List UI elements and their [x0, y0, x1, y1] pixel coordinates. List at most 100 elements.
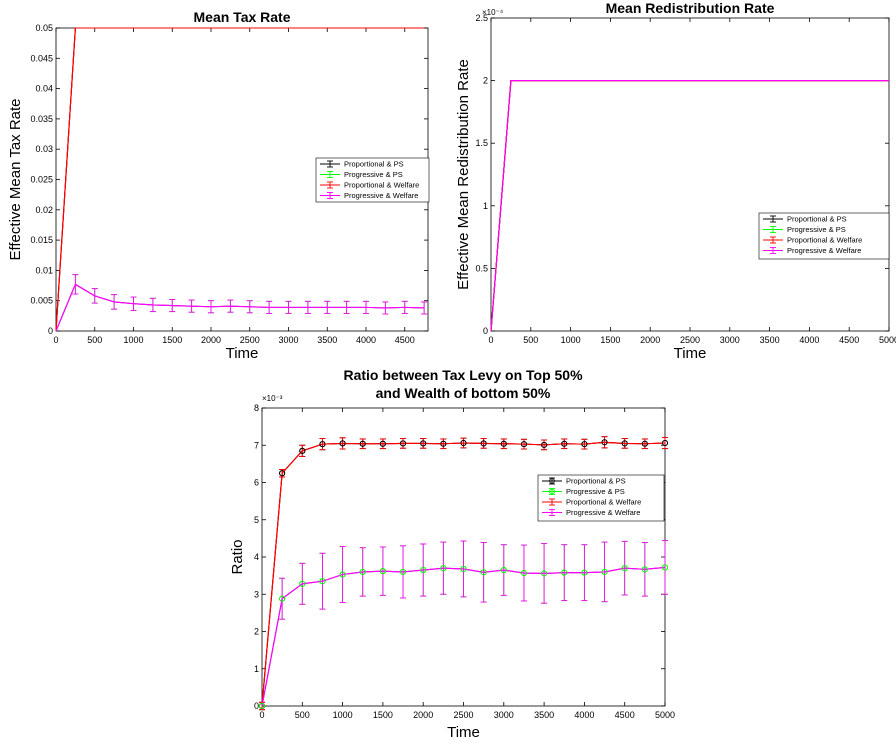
- chart-2-title-line2: and Wealth of bottom 50%: [376, 385, 551, 401]
- chart-2-series-0-point-overlay: [561, 440, 568, 447]
- chart-0-ylabel: Effective Mean Tax Rate: [7, 98, 24, 260]
- chart-1-series-2-line: [490, 80, 889, 332]
- chart-0-ytick-label: 0.02: [35, 205, 53, 215]
- chart-0-ytick-label: 0: [48, 326, 53, 336]
- chart-1-exponent: ×10⁻⁴: [482, 8, 504, 17]
- chart-2-ytick-label: 5: [254, 515, 259, 525]
- chart-1-legend-label: Progressive & Welfare: [787, 246, 861, 255]
- chart-1-ylabel: Effective Mean Redistribution Rate: [455, 59, 472, 290]
- chart-0-legend-label: Progressive & PS: [344, 170, 403, 179]
- chart-1-xtick-label: 1000: [561, 335, 581, 345]
- chart-1-ytick-label: 2: [483, 76, 488, 86]
- chart-1-xtick-label: 1500: [600, 335, 620, 345]
- chart-2-series-1-point-overlay: [460, 565, 467, 572]
- chart-2-series-1-point-overlay: [258, 702, 266, 710]
- chart-1-legend-box: [758, 212, 890, 260]
- chart-1-xtick-label: 5000: [879, 335, 896, 345]
- chart-2-ytick-label: 3: [254, 589, 259, 599]
- chart-2-series-0-point-overlay: [541, 441, 548, 448]
- chart-1-series-2-line-overlay: [490, 80, 889, 332]
- chart-2-series-0-point-overlay: [279, 470, 286, 477]
- chart-0-series-3-line-overlay: [55, 283, 425, 332]
- chart-2-xtick-label: 4000: [574, 710, 594, 720]
- chart-2-series-1-point-overlay: [480, 569, 487, 576]
- chart-2-series-1-point-overlay: [520, 569, 528, 577]
- chart-2-series-1-point-overlay: [299, 580, 306, 587]
- chart-2-ytick-label: 0: [254, 701, 259, 711]
- chart-2-series-1-point-overlay: [641, 566, 648, 573]
- chart-2-series-1-point-overlay: [661, 564, 669, 571]
- chart-2-legend-label: Progressive & Welfare: [566, 508, 640, 517]
- chart-0-ytick-label: 0.005: [30, 296, 53, 306]
- chart-2-series-1-point-overlay: [319, 578, 326, 585]
- chart-2-series-1-point-overlay: [541, 570, 548, 577]
- chart-0-legend-label: Proportional & PS: [344, 160, 404, 169]
- chart-2-exponent: ×10⁻³: [262, 394, 283, 403]
- chart-2-series-0-point-overlay: [420, 440, 427, 447]
- chart-2-series-1-point-overlay: [561, 569, 568, 576]
- chart-0-xtick-label: 1500: [162, 335, 182, 345]
- chart-2-series-0-point-overlay: [621, 440, 628, 447]
- chart-2-series-0-point-overlay: [641, 440, 648, 447]
- chart-0-xlabel: Time: [226, 345, 259, 362]
- chart-1-xtick-label: 4500: [839, 335, 859, 345]
- chart-1-series-3-line: [490, 80, 889, 332]
- chart-2-series-0-point-overlay: [440, 440, 447, 447]
- chart-2-xtick-label: 3000: [494, 710, 514, 720]
- chart-2-series-1-point-overlay: [399, 568, 407, 575]
- chart-0-xtick-label: 3000: [278, 335, 298, 345]
- chart-2-legend-label: Proportional & Welfare: [566, 498, 641, 507]
- chart-2-series-0-point-overlay: [520, 441, 528, 448]
- chart-2-xtick-label: 3500: [534, 710, 554, 720]
- chart-0-xtick-label: 2000: [201, 335, 221, 345]
- chart-1-legend-label: Proportional & Welfare: [787, 236, 862, 245]
- chart-1-series-1-line: [490, 80, 889, 332]
- chart-1-xtick-label: 4000: [799, 335, 819, 345]
- chart-2-series-0-point-overlay: [500, 440, 507, 447]
- chart-2-title: Ratio between Tax Levy on Top 50%: [343, 367, 583, 383]
- chart-0-xtick-label: 4500: [395, 335, 415, 345]
- chart-1-ytick-label: 0.5: [475, 263, 488, 273]
- chart-2-series-1-point-overlay: [279, 595, 286, 602]
- chart-1-series-0-line: [490, 80, 889, 332]
- chart-2-legend-label: Progressive & PS: [566, 487, 625, 496]
- chart-2-xtick-label: 0: [259, 710, 264, 720]
- chart-1-ytick-label: 1: [483, 201, 488, 211]
- chart-2-ytick-label: 2: [254, 627, 259, 637]
- chart-2-ytick-label: 7: [254, 440, 259, 450]
- chart-0-ytick-label: 0.05: [35, 23, 53, 33]
- chart-1-xtick-label: 500: [523, 335, 538, 345]
- chart-0-xtick-label: 0: [53, 335, 58, 345]
- chart-2-legend-marker: [549, 488, 555, 495]
- chart-0-ytick-label: 0.03: [35, 144, 53, 154]
- chart-2-series-1-point-overlay: [359, 568, 366, 575]
- chart-2-series-0-point-overlay: [460, 439, 467, 447]
- chart-0-ytick-label: 0.045: [30, 53, 53, 63]
- chart-2-ytick-label: 4: [254, 552, 259, 562]
- chart-2-series-1-point-overlay: [339, 571, 346, 578]
- chart-1-xlabel: Time: [674, 345, 707, 362]
- chart-1-xtick-label: 3000: [720, 335, 740, 345]
- chart-2-series-1-point-overlay: [379, 568, 386, 575]
- chart-2-series-1-point-overlay: [440, 565, 447, 572]
- chart-2-ylabel: Ratio: [229, 539, 246, 574]
- chart-2-series-2-line-overlay: [261, 441, 666, 707]
- chart-2-xtick-label: 1000: [333, 710, 353, 720]
- chart-2-xtick-label: 5000: [655, 710, 675, 720]
- chart-0-title: Mean Tax Rate: [194, 9, 291, 25]
- chart-1-title: Mean Redistribution Rate: [606, 0, 775, 16]
- chart-2-series-0-point-overlay: [399, 440, 407, 447]
- chart-0-ytick-label: 0.015: [30, 235, 53, 245]
- chart-1-xtick-label: 0: [488, 335, 493, 345]
- chart-1-ytick-label: 0: [483, 326, 488, 336]
- chart-1-ytick-label: 2.5: [475, 13, 488, 23]
- chart-2-series-0-point-overlay: [339, 440, 346, 447]
- chart-1-xtick-label: 2000: [640, 335, 660, 345]
- chart-2-series-0-point-overlay: [581, 441, 588, 448]
- chart-2-series-3-line-overlay: [261, 566, 666, 707]
- chart-0-xtick-label: 1000: [123, 335, 143, 345]
- chart-0-ytick-label: 0.025: [30, 175, 53, 185]
- chart-2-xtick-label: 1500: [373, 710, 393, 720]
- chart-0-xtick-label: 500: [87, 335, 102, 345]
- chart-1-legend-label: Proportional & PS: [787, 215, 847, 224]
